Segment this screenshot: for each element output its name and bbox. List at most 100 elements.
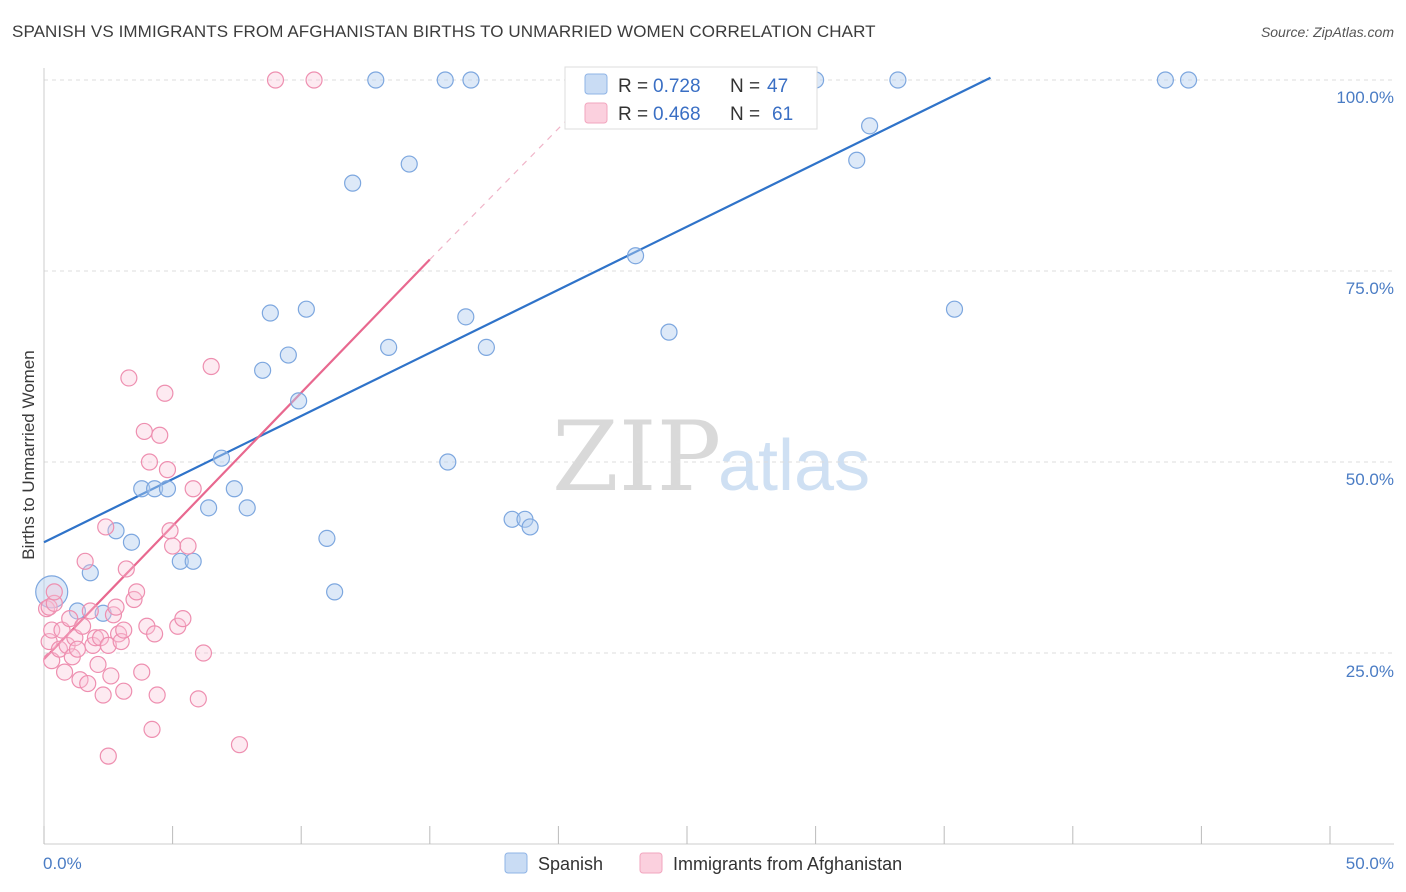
point-afghanistan-42 (140, 453, 159, 471)
point-afghanistan-49 (161, 522, 179, 540)
point-afghanistan-44 (145, 625, 164, 643)
point-spanish-45 (1156, 71, 1174, 89)
point-spanish-23 (367, 71, 385, 89)
point-spanish-16 (261, 304, 279, 322)
legend-n-label-afghanistan: N = (730, 104, 760, 125)
point-afghanistan-60 (305, 71, 323, 89)
point-spanish-43 (889, 71, 907, 89)
y-axis-label: Births to Unmarried Women (19, 350, 38, 559)
watermark-atlas: atlas (718, 426, 870, 506)
point-afghanistan-21 (86, 629, 105, 647)
point-spanish-6 (133, 480, 151, 498)
point-afghanistan-33 (115, 682, 133, 700)
point-spanish-26 (436, 71, 454, 89)
point-afghanistan-54 (184, 480, 202, 498)
point-afghanistan-18 (79, 674, 97, 693)
point-spanish-10 (184, 552, 202, 570)
point-spanish-19 (297, 300, 315, 318)
point-afghanistan-56 (194, 644, 213, 662)
point-spanish-11 (200, 499, 218, 517)
point-afghanistan-15 (71, 671, 89, 689)
axes (43, 68, 1394, 845)
point-afghanistan-43 (143, 720, 161, 739)
point-afghanistan-7 (50, 640, 69, 658)
point-spanish-37 (626, 247, 645, 265)
legend-n-label-spanish: N = (730, 76, 760, 97)
x-tick-label-max: 50.0% (1346, 854, 1394, 873)
y-tick-label-50: 50.0% (1346, 470, 1394, 489)
point-afghanistan-30 (107, 598, 125, 616)
point-afghanistan-53 (179, 537, 197, 555)
point-spanish-18 (290, 392, 308, 410)
point-afghanistan-17 (76, 552, 94, 570)
point-afghanistan-36 (120, 369, 138, 387)
legend-r-value-afghanistan: 0.468 (653, 104, 701, 125)
bottom-legend-label-afghanistan: Immigrants from Afghanistan (673, 854, 902, 874)
point-spanish-17 (279, 346, 297, 364)
chart-title: SPANISH VS IMMIGRANTS FROM AFGHANISTAN B… (12, 22, 876, 41)
point-afghanistan-52 (174, 610, 192, 628)
point-spanish-33 (521, 518, 539, 536)
point-afghanistan-27 (99, 747, 117, 765)
point-spanish-28 (457, 308, 475, 326)
point-spanish-15 (254, 361, 272, 379)
series-legend: Spanish Immigrants from Afghanistan (504, 852, 902, 874)
point-afghanistan-11 (61, 610, 79, 628)
trendline-afghanistan (43, 258, 431, 660)
y-tick-label-100: 100.0% (1336, 88, 1394, 107)
legend-swatch-afghanistan (584, 102, 608, 124)
trend-lines (43, 75, 991, 660)
point-afghanistan-24 (94, 686, 112, 704)
point-afghanistan-57 (202, 357, 220, 376)
point-spanish-24 (380, 338, 398, 356)
point-spanish-5 (122, 533, 141, 551)
point-afghanistan-58 (230, 736, 249, 754)
point-spanish-46 (1179, 71, 1198, 89)
legend-r-label-afghanistan: R = (618, 104, 648, 125)
point-spanish-9 (171, 552, 189, 570)
point-spanish-29 (462, 71, 480, 89)
point-spanish-20 (318, 529, 336, 548)
point-spanish-30 (477, 338, 495, 356)
legend-r-label-spanish: R = (618, 76, 648, 97)
point-afghanistan-28 (102, 667, 120, 685)
x-tick-label-min: 0.0% (43, 854, 82, 873)
point-afghanistan-6 (45, 583, 63, 601)
point-spanish-41 (848, 151, 866, 169)
point-spanish-31 (503, 510, 521, 528)
point-afghanistan-25 (97, 518, 115, 536)
point-afghanistan-16 (73, 617, 92, 635)
point-spanish-38 (660, 323, 678, 341)
legend-swatch-spanish (584, 73, 608, 95)
bottom-legend-label-spanish: Spanish (538, 854, 603, 874)
point-afghanistan-59 (266, 71, 285, 89)
point-spanish-0 (35, 575, 69, 609)
y-tick-label-25: 25.0% (1346, 662, 1394, 681)
correlation-legend: R = 0.728 N = 47 R = 0.468 N = 61 (564, 66, 818, 130)
point-afghanistan-40 (135, 422, 153, 441)
point-spanish-14 (238, 499, 256, 517)
legend-r-value-spanish: 0.728 (653, 76, 701, 97)
point-afghanistan-35 (117, 560, 135, 578)
point-spanish-8 (158, 480, 177, 498)
point-spanish-7 (145, 480, 164, 498)
point-afghanistan-50 (164, 537, 182, 555)
legend-n-value-afghanistan: 61 (772, 104, 793, 125)
gridlines (44, 79, 1394, 654)
point-spanish-22 (344, 174, 362, 192)
point-afghanistan-22 (89, 655, 107, 674)
trendline-spanish (43, 76, 991, 544)
point-spanish-4 (107, 522, 125, 540)
point-spanish-42 (861, 117, 879, 135)
source-label: Source: ZipAtlas.com (1260, 24, 1394, 40)
bottom-legend-swatch-afghanistan (639, 852, 663, 874)
point-spanish-21 (326, 583, 344, 601)
point-afghanistan-9 (55, 663, 74, 681)
point-afghanistan-38 (127, 583, 146, 601)
legend-n-value-spanish: 47 (767, 76, 788, 97)
watermark-zip: ZIP (552, 401, 721, 513)
point-afghanistan-46 (151, 426, 169, 444)
point-spanish-13 (225, 480, 243, 498)
bottom-legend-swatch-spanish (504, 852, 528, 874)
point-spanish-12 (212, 449, 231, 467)
